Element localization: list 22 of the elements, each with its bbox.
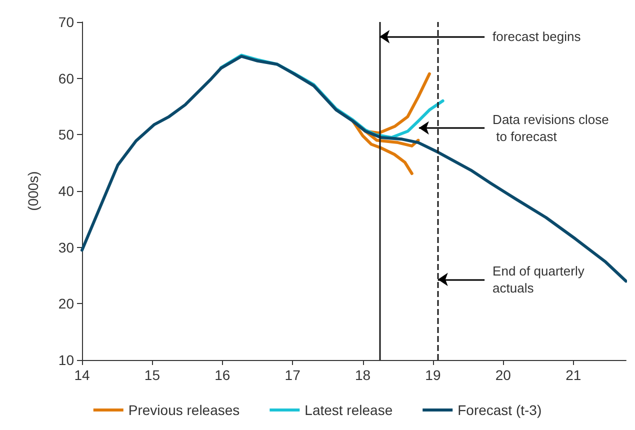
x-tick-label: 14: [74, 367, 90, 383]
x-tick-label: 15: [144, 367, 160, 383]
x-tick-label: 19: [425, 367, 441, 383]
annotation: Data revisions close to forecast: [492, 112, 609, 144]
x-tick-label: 20: [495, 367, 512, 383]
legend-label: Forecast (t-3): [458, 402, 542, 418]
y-tick-label: 30: [58, 239, 74, 256]
y-tick-label: 60: [58, 70, 74, 86]
y-tick-label: 10: [58, 352, 74, 368]
y-tick-label: 50: [58, 126, 74, 143]
y-tick-label: 40: [58, 183, 74, 199]
annotation: forecast begins: [492, 29, 582, 44]
x-tick-label: 16: [214, 367, 230, 383]
legend-label: Latest release: [304, 402, 393, 418]
legend-label: Previous releases: [128, 402, 240, 418]
x-tick-label: 21: [566, 367, 582, 383]
x-tick-label: 17: [284, 367, 301, 383]
y-tick-label: 70: [58, 14, 74, 30]
y-axis-title: (000s): [25, 171, 41, 211]
annotation: End of quarterly actuals: [492, 263, 588, 296]
x-tick-label: 18: [354, 367, 371, 383]
y-tick-label: 20: [58, 296, 74, 312]
